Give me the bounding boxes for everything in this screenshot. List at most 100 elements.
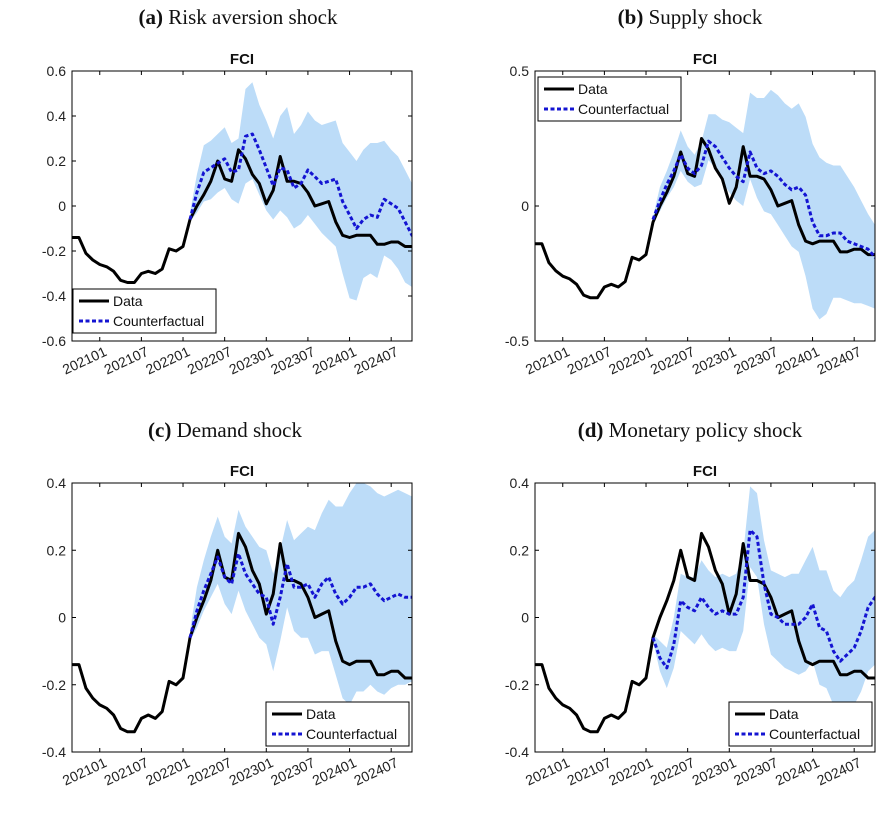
x-tick-label: 202401 bbox=[773, 754, 822, 788]
x-tick-label: 202107 bbox=[102, 754, 151, 788]
panel-caption-b: (b) Supply shock bbox=[490, 5, 890, 30]
y-tick-label: 0 bbox=[58, 610, 66, 626]
y-tick-label: 0.6 bbox=[47, 63, 67, 79]
legend-box bbox=[728, 701, 873, 747]
plot-area bbox=[72, 483, 412, 734]
x-tick-label: 202101 bbox=[60, 754, 109, 788]
x-tick-label: 202207 bbox=[185, 343, 234, 377]
x-tick-label: 202101 bbox=[523, 754, 572, 788]
panel-caption-text: Monetary policy shock bbox=[608, 418, 803, 442]
legend: Data Counterfactual bbox=[537, 76, 682, 122]
legend-label: Data bbox=[113, 293, 143, 309]
y-tick-label: -0.2 bbox=[42, 677, 66, 693]
x-tick-label: 202401 bbox=[773, 343, 822, 377]
legend-label: Counterfactual bbox=[769, 726, 860, 742]
y-tick-label: -0.5 bbox=[505, 333, 529, 349]
y-tick-label: -0.6 bbox=[42, 333, 66, 349]
x-tick-label: 202107 bbox=[565, 343, 614, 377]
legend-label: Counterfactual bbox=[578, 101, 669, 117]
plot-title: FCI bbox=[693, 463, 717, 480]
series-line-data bbox=[535, 531, 875, 734]
plot-panel: -0.4-0.200.20.42021012021072022012022072… bbox=[42, 463, 413, 788]
legend-label: Data bbox=[578, 81, 608, 97]
legend: Data Counterfactual bbox=[728, 701, 873, 747]
panel-caption-text: Demand shock bbox=[176, 418, 302, 442]
plot-area bbox=[72, 82, 412, 301]
x-tick-label: 202301 bbox=[689, 754, 738, 788]
x-tick-label: 202107 bbox=[102, 343, 151, 377]
panel-caption-d: (d) Monetary policy shock bbox=[490, 418, 890, 443]
x-tick-label: 202407 bbox=[351, 343, 400, 377]
legend-label: Data bbox=[769, 706, 799, 722]
panel-letter: (a) bbox=[138, 5, 164, 29]
x-tick-label: 202307 bbox=[268, 754, 317, 788]
y-tick-label: 0.4 bbox=[510, 475, 530, 491]
y-tick-label: 0.2 bbox=[510, 542, 530, 558]
y-tick-label: 0.5 bbox=[510, 63, 530, 79]
y-tick-label: 0.2 bbox=[47, 153, 67, 169]
x-tick-label: 202201 bbox=[606, 343, 655, 377]
panel-caption-c: (c) Demand shock bbox=[25, 418, 425, 443]
plot-area bbox=[535, 486, 875, 734]
series-line-data bbox=[535, 137, 875, 300]
x-tick-label: 202201 bbox=[606, 754, 655, 788]
plot-panel: -0.4-0.200.20.42021012021072022012022072… bbox=[505, 463, 876, 788]
legend: Data Counterfactual bbox=[265, 701, 410, 747]
x-tick-label: 202101 bbox=[60, 343, 109, 377]
confidence-band bbox=[190, 483, 412, 705]
panel-letter: (d) bbox=[577, 418, 604, 442]
y-tick-label: 0 bbox=[521, 610, 529, 626]
x-tick-label: 202407 bbox=[814, 343, 863, 377]
y-tick-label: 0.4 bbox=[47, 108, 67, 124]
y-tick-label: 0.2 bbox=[47, 542, 67, 558]
x-tick-label: 202307 bbox=[731, 754, 780, 788]
plot-panel: -0.6 -0.4 -0.2 0 0.2 0.4 0.6 202101202107202201… bbox=[42, 51, 413, 377]
panel-letter: (b) bbox=[617, 5, 644, 29]
legend-box bbox=[265, 701, 410, 747]
y-tick-label: -0.4 bbox=[42, 288, 66, 304]
series-line-counterfactual bbox=[188, 132, 412, 238]
x-tick-label: 202407 bbox=[814, 754, 863, 788]
legend-label: Data bbox=[306, 706, 336, 722]
plot-title: FCI bbox=[693, 51, 717, 68]
x-tick-label: 202207 bbox=[648, 343, 697, 377]
x-tick-label: 202307 bbox=[268, 343, 317, 377]
y-tick-label: -0.2 bbox=[42, 243, 66, 259]
y-tick-label: 0 bbox=[58, 198, 66, 214]
panel-letter: (c) bbox=[148, 418, 172, 442]
x-tick-label: 202207 bbox=[185, 754, 234, 788]
x-tick-label: 202101 bbox=[523, 343, 572, 377]
series-line-counterfactual bbox=[651, 139, 875, 259]
x-tick-label: 202207 bbox=[648, 754, 697, 788]
x-tick-label: 202201 bbox=[143, 343, 192, 377]
x-tick-label: 202407 bbox=[351, 754, 400, 788]
x-tick-label: 202401 bbox=[310, 343, 359, 377]
x-tick-label: 202301 bbox=[226, 343, 275, 377]
y-tick-label: -0.4 bbox=[505, 744, 529, 760]
confidence-band bbox=[653, 486, 875, 715]
series-line-data bbox=[72, 531, 412, 734]
x-tick-label: 202401 bbox=[310, 754, 359, 788]
series-line-counterfactual bbox=[188, 552, 412, 639]
legend-box bbox=[72, 288, 217, 334]
x-tick-label: 202307 bbox=[731, 343, 780, 377]
y-tick-label: -0.4 bbox=[42, 744, 66, 760]
plot-title: FCI bbox=[230, 51, 254, 68]
panel-caption-a: (a) Risk aversion shock bbox=[38, 5, 438, 30]
legend-label: Counterfactual bbox=[306, 726, 397, 742]
plot-panel: -0.500.520210120210720220120220720230120… bbox=[505, 51, 876, 377]
y-tick-label: -0.2 bbox=[505, 677, 529, 693]
plot-title: FCI bbox=[230, 463, 254, 480]
plot-area bbox=[535, 89, 875, 320]
legend-box bbox=[537, 76, 682, 122]
x-tick-label: 202301 bbox=[689, 343, 738, 377]
x-tick-label: 202301 bbox=[226, 754, 275, 788]
x-tick-label: 202107 bbox=[565, 754, 614, 788]
legend: Data Counterfactual bbox=[72, 288, 217, 334]
y-tick-label: 0 bbox=[521, 198, 529, 214]
panel-caption-text: Risk aversion shock bbox=[168, 5, 338, 29]
y-tick-label: 0.4 bbox=[47, 475, 67, 491]
x-tick-label: 202201 bbox=[143, 754, 192, 788]
legend-label: Counterfactual bbox=[113, 313, 204, 329]
